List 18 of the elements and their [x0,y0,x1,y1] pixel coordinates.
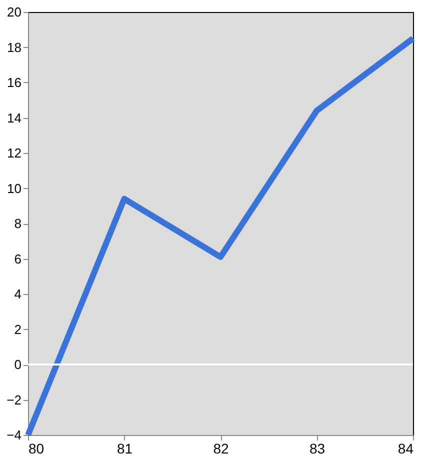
y-tick-label: 0 [14,357,22,372]
y-tick-label: 14 [7,110,22,126]
x-tick-label: 83 [309,440,326,456]
y-tick-label: 12 [7,146,22,160]
y-tick-label: 6 [14,251,22,266]
y-tick-label: 18 [7,40,22,55]
x-tick-label: 80 [28,440,44,456]
y-tick-label: −2 [6,392,22,408]
y-tick-label: 8 [14,216,22,231]
x-tick-label: 82 [213,440,229,456]
y-tick-label: 2 [14,322,22,337]
y-tick-label: 20 [7,4,22,20]
x-tick-label: 81 [116,440,133,456]
y-tick-label: 16 [7,75,22,90]
y-tick-label: 10 [7,180,22,196]
y-tick-label: −4 [6,428,22,442]
x-tick-label: 84 [398,440,414,456]
y-tick-label: 4 [14,286,22,302]
